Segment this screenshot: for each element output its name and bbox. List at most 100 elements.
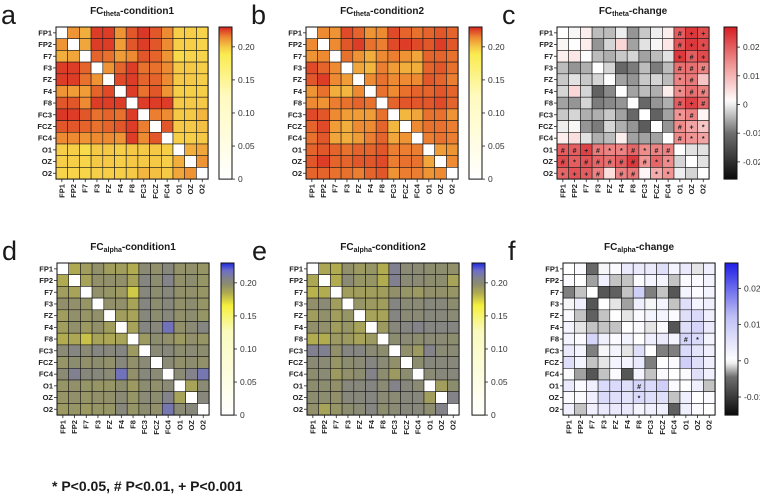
heatmap-cell <box>556 73 569 86</box>
heatmap-cell <box>423 309 436 322</box>
heatmap-cell <box>138 297 151 311</box>
heatmap-cell <box>162 367 175 381</box>
heatmap-cell <box>399 120 412 133</box>
heatmap-cell <box>91 367 105 381</box>
heatmap-cell <box>556 38 569 51</box>
significance-marker: # <box>678 101 682 108</box>
heatmap-cell <box>621 344 634 357</box>
heatmap-cell <box>91 403 105 416</box>
heatmap-cell <box>68 262 81 275</box>
heatmap-cell <box>330 379 343 392</box>
heatmap-cell <box>305 155 318 168</box>
heatmap-cell <box>597 332 611 346</box>
heatmap-cell <box>329 143 342 156</box>
heatmap-cell <box>79 50 92 63</box>
colorbar-tick-label: 0.02 <box>744 283 760 293</box>
x-tick-label: F3 <box>93 420 102 429</box>
heatmap-cell <box>661 167 675 180</box>
heatmap-cell <box>376 286 390 299</box>
heatmap-cell <box>638 132 651 145</box>
heatmap-cell <box>650 143 663 156</box>
y-tick-label: F7 <box>293 52 302 61</box>
heatmap-cell <box>115 332 128 346</box>
heatmap-cell <box>364 120 377 133</box>
heatmap-cell <box>703 286 716 299</box>
significance-marker: + <box>701 31 705 38</box>
heatmap-cell <box>68 379 81 392</box>
heatmap-cell <box>574 332 587 346</box>
heatmap-cell <box>126 344 140 357</box>
heatmap-cell <box>67 96 80 110</box>
heatmap-cell <box>161 143 174 156</box>
heatmap-cell <box>340 85 354 98</box>
heatmap-cell <box>691 344 704 357</box>
grid-border <box>55 26 209 180</box>
heatmap-cell <box>114 50 127 63</box>
heatmap-cell <box>609 403 622 416</box>
y-tick-label: F4 <box>293 87 303 96</box>
heatmap-cell <box>318 391 331 404</box>
heatmap-cell <box>411 367 425 381</box>
heatmap-cell <box>656 379 669 392</box>
heatmap-cell <box>422 26 435 39</box>
heatmap-cell <box>410 38 424 51</box>
heatmap-cell <box>330 274 343 287</box>
heatmap-cell <box>115 344 128 357</box>
heatmap-cell <box>586 403 599 416</box>
heatmap-cell <box>172 167 185 180</box>
y-tick-label: FZ <box>43 75 53 84</box>
heatmap-cell <box>197 262 210 275</box>
significance-marker: + <box>584 148 588 155</box>
heatmap-cell <box>661 38 675 51</box>
heatmap-cell <box>609 262 622 275</box>
heatmap-cell <box>446 61 459 75</box>
heatmap-cell <box>422 143 435 156</box>
heatmap-cell <box>435 403 448 416</box>
heatmap-cell <box>341 309 355 322</box>
heatmap-cell <box>447 344 460 357</box>
heatmap-cell <box>137 85 150 98</box>
heatmap-cell <box>365 367 378 381</box>
heatmap-cell <box>196 167 209 180</box>
heatmap-cell <box>162 297 175 311</box>
heatmap-cell <box>67 73 80 86</box>
heatmap-cell <box>568 61 581 75</box>
heatmap-cell <box>632 309 646 322</box>
heatmap-cell <box>55 132 68 145</box>
heatmap-cell <box>137 61 150 75</box>
colorbar-tick-label: 0.20 <box>491 278 508 288</box>
heatmap-cell <box>185 321 198 334</box>
heatmap-cell <box>79 96 92 110</box>
heatmap-cell <box>80 286 93 299</box>
heatmap-cell <box>411 356 425 369</box>
heatmap-cell <box>703 321 716 334</box>
heatmap-cell <box>691 297 704 311</box>
heatmap-cell <box>150 356 163 369</box>
heatmap-cell <box>318 262 331 275</box>
heatmap-cell <box>67 50 80 63</box>
heatmap-cell <box>650 120 663 133</box>
heatmap-cell <box>115 321 128 334</box>
heatmap-cell <box>317 155 330 168</box>
heatmap-cell <box>102 73 115 86</box>
heatmap-cell <box>591 96 605 110</box>
heatmap-cell <box>434 132 447 145</box>
heatmap-cell <box>330 321 343 334</box>
heatmap-cell <box>365 379 378 392</box>
heatmap-cell <box>661 96 675 110</box>
heatmap-cell <box>656 403 669 416</box>
heatmap-cell <box>365 309 378 322</box>
x-tick-label: O1 <box>424 184 433 194</box>
heatmap-cell <box>103 297 116 311</box>
x-tick-label: OZ <box>693 420 702 431</box>
heatmap-cell <box>90 26 104 39</box>
heatmap-cell <box>318 379 331 392</box>
heatmap-cell <box>597 367 611 381</box>
heatmap-cell <box>91 286 105 299</box>
heatmap-cell <box>317 26 330 39</box>
heatmap-cell <box>102 108 115 121</box>
heatmap-cell <box>184 73 197 86</box>
heatmap-cell <box>67 155 80 168</box>
heatmap-cell <box>667 297 681 311</box>
heatmap-cell <box>376 391 390 404</box>
